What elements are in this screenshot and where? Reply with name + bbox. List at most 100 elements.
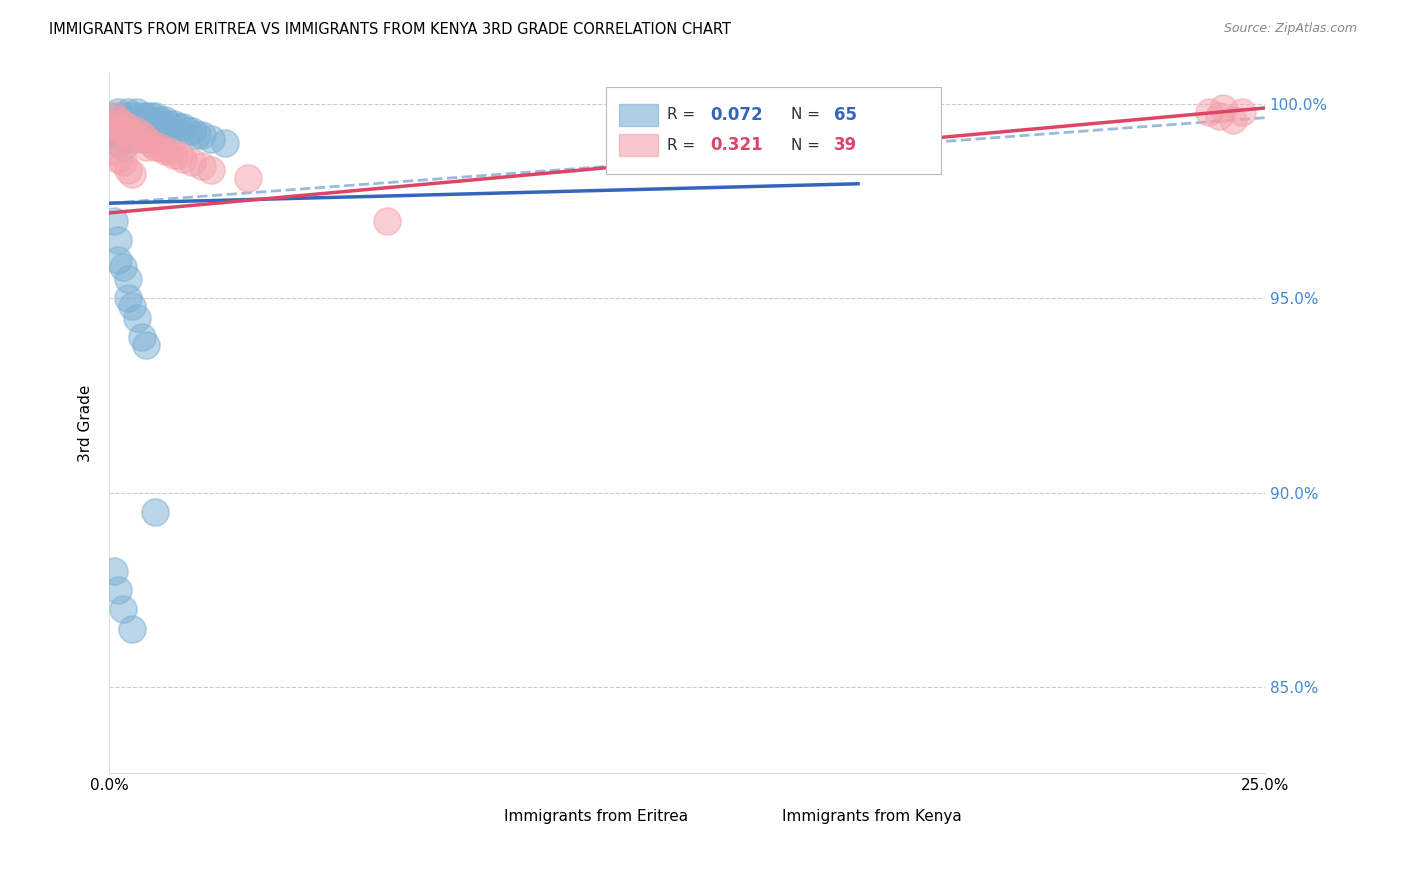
FancyBboxPatch shape	[454, 808, 499, 827]
Point	[121, 167, 143, 181]
Point	[139, 120, 162, 135]
Point	[121, 299, 143, 313]
Point	[121, 132, 143, 146]
Point	[117, 120, 139, 135]
Point	[112, 124, 135, 138]
Point	[145, 505, 167, 519]
Point	[167, 147, 190, 161]
Point	[107, 120, 129, 135]
Point	[145, 124, 167, 138]
Text: 0.321: 0.321	[710, 136, 763, 154]
Point	[135, 140, 157, 154]
Point	[135, 132, 157, 146]
Point	[145, 109, 167, 123]
Point	[117, 104, 139, 119]
Text: 0.072: 0.072	[710, 106, 763, 124]
Point	[131, 128, 153, 143]
Text: Source: ZipAtlas.com: Source: ZipAtlas.com	[1223, 22, 1357, 36]
Point	[131, 124, 153, 138]
Point	[200, 163, 222, 178]
FancyBboxPatch shape	[731, 808, 776, 827]
FancyBboxPatch shape	[619, 103, 658, 126]
Point	[163, 116, 186, 130]
Point	[117, 163, 139, 178]
Point	[135, 338, 157, 352]
Point	[125, 112, 148, 127]
Point	[135, 109, 157, 123]
Point	[117, 128, 139, 143]
Point	[214, 136, 236, 150]
Point	[1198, 104, 1220, 119]
Point	[103, 109, 125, 123]
Point	[112, 132, 135, 146]
Point	[112, 260, 135, 275]
Point	[117, 292, 139, 306]
Point	[103, 116, 125, 130]
Text: Immigrants from Eritrea: Immigrants from Eritrea	[505, 809, 689, 824]
Point	[375, 213, 398, 227]
Point	[112, 140, 135, 154]
Text: N =: N =	[792, 137, 820, 153]
Point	[107, 112, 129, 127]
Point	[107, 252, 129, 267]
Point	[172, 120, 194, 135]
Point	[125, 104, 148, 119]
Point	[125, 120, 148, 135]
Point	[103, 564, 125, 578]
Point	[121, 124, 143, 138]
Point	[103, 213, 125, 227]
Point	[125, 128, 148, 143]
Point	[139, 109, 162, 123]
Point	[139, 136, 162, 150]
Point	[121, 109, 143, 123]
Point	[149, 120, 172, 135]
Text: Immigrants from Kenya: Immigrants from Kenya	[782, 809, 962, 824]
Point	[1212, 101, 1234, 115]
Point	[181, 124, 204, 138]
Y-axis label: 3rd Grade: 3rd Grade	[79, 384, 93, 461]
Point	[131, 109, 153, 123]
Point	[167, 120, 190, 135]
Text: 65: 65	[834, 106, 856, 124]
Point	[181, 155, 204, 169]
FancyBboxPatch shape	[619, 134, 658, 156]
Text: R =: R =	[668, 107, 696, 122]
Point	[112, 602, 135, 616]
Point	[149, 140, 172, 154]
Point	[145, 116, 167, 130]
Point	[112, 116, 135, 130]
Point	[107, 104, 129, 119]
Point	[135, 124, 157, 138]
Point	[107, 120, 129, 135]
Point	[131, 330, 153, 344]
Point	[121, 116, 143, 130]
Point	[153, 112, 176, 127]
Point	[107, 582, 129, 597]
Point	[121, 132, 143, 146]
Point	[107, 136, 129, 150]
Text: N =: N =	[792, 107, 820, 122]
Point	[236, 170, 259, 185]
Point	[186, 128, 208, 143]
Point	[112, 124, 135, 138]
Point	[177, 124, 200, 138]
Point	[157, 144, 180, 158]
Point	[117, 120, 139, 135]
Point	[1230, 104, 1253, 119]
Text: 39: 39	[834, 136, 858, 154]
Point	[121, 622, 143, 636]
Point	[107, 233, 129, 247]
Point	[190, 128, 212, 143]
Point	[145, 140, 167, 154]
Point	[103, 109, 125, 123]
Point	[135, 116, 157, 130]
Point	[117, 112, 139, 127]
Point	[157, 124, 180, 138]
Text: R =: R =	[668, 137, 696, 153]
Point	[149, 112, 172, 127]
Point	[190, 159, 212, 173]
Point	[153, 144, 176, 158]
Point	[112, 116, 135, 130]
Point	[125, 132, 148, 146]
Point	[107, 128, 129, 143]
